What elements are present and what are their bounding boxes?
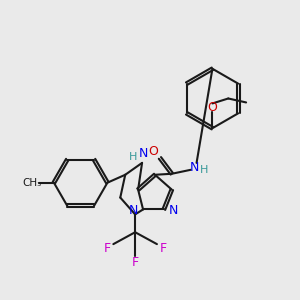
Text: N: N (128, 204, 138, 217)
Text: N: N (169, 204, 178, 217)
Text: F: F (104, 242, 111, 255)
Text: CH₃: CH₃ (22, 178, 42, 188)
Text: N: N (190, 161, 199, 174)
Text: N: N (138, 148, 148, 160)
Text: H: H (129, 152, 137, 162)
Text: O: O (208, 101, 218, 114)
Text: O: O (148, 146, 158, 158)
Text: H: H (200, 165, 209, 175)
Text: F: F (132, 256, 139, 269)
Text: F: F (159, 242, 167, 255)
